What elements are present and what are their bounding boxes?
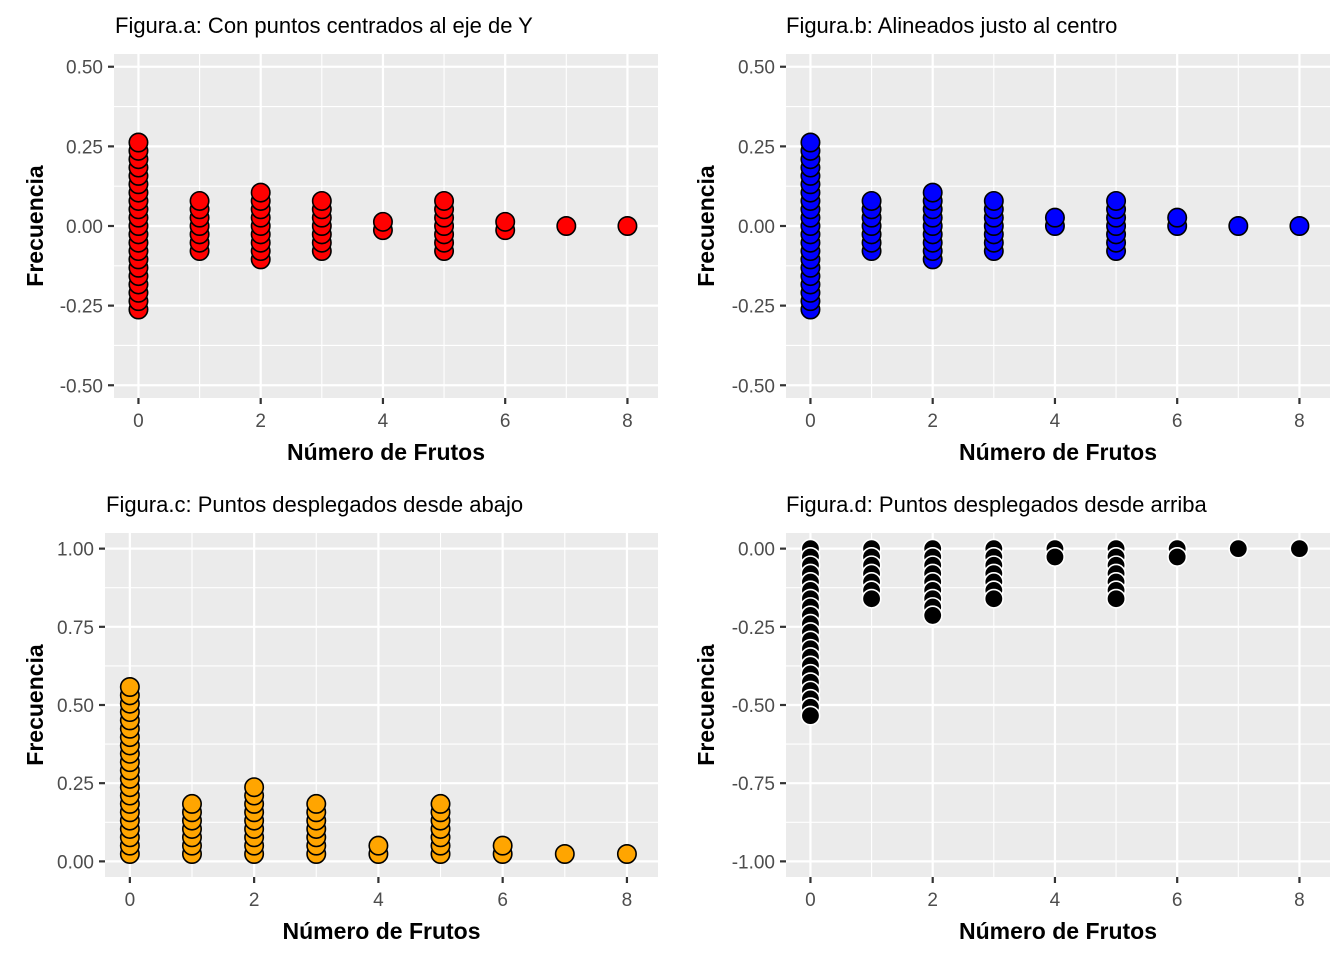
data-point bbox=[1106, 190, 1127, 211]
x-axis-title: Número de Frutos bbox=[287, 439, 485, 465]
y-tick-label: 0.50 bbox=[66, 58, 103, 79]
y-tick-label: 0.25 bbox=[57, 774, 94, 795]
data-point bbox=[430, 793, 451, 814]
data-point bbox=[1228, 216, 1249, 237]
plot-title: Figura.c: Puntos desplegados desde abajo bbox=[106, 492, 523, 517]
y-tick-label: -0.75 bbox=[732, 774, 775, 795]
data-point bbox=[434, 190, 455, 211]
x-tick-label: 0 bbox=[133, 411, 144, 432]
data-point bbox=[556, 216, 577, 237]
x-tick-label: 6 bbox=[497, 890, 508, 911]
data-point bbox=[800, 705, 821, 726]
y-tick-label: -0.25 bbox=[60, 297, 103, 318]
x-tick-label: 4 bbox=[1050, 411, 1061, 432]
x-tick-label: 2 bbox=[255, 411, 266, 432]
panel-a: -0.50 -0.25 0.00 0.25 0.50 0 2 4 6 8 Número de Fru… bbox=[22, 13, 658, 465]
x-tick-label: 8 bbox=[622, 411, 633, 432]
x-tick-label: 2 bbox=[927, 890, 938, 911]
y-tick-label: -0.50 bbox=[60, 376, 103, 397]
data-point bbox=[119, 676, 140, 697]
x-tick-label: 4 bbox=[1050, 890, 1061, 911]
x-tick-label: 6 bbox=[500, 411, 511, 432]
data-point bbox=[368, 835, 389, 856]
data-point bbox=[372, 211, 393, 232]
x-tick-label: 2 bbox=[927, 411, 938, 432]
x-tick-label: 2 bbox=[249, 890, 260, 911]
plot-title: Figura.b: Alineados justo al centro bbox=[786, 13, 1117, 38]
data-point bbox=[250, 182, 271, 203]
data-point bbox=[128, 132, 149, 153]
x-tick-label: 4 bbox=[378, 411, 389, 432]
x-axis-title: Número de Frutos bbox=[959, 918, 1157, 944]
data-point bbox=[1044, 546, 1065, 567]
data-point bbox=[189, 190, 210, 211]
data-point bbox=[181, 793, 202, 814]
y-tick-label: 0.00 bbox=[738, 217, 775, 238]
dot-layer bbox=[800, 132, 1310, 320]
y-tick-label: -0.50 bbox=[732, 696, 775, 717]
x-tick-label: 8 bbox=[1294, 411, 1305, 432]
y-axis-title: Frecuencia bbox=[693, 165, 719, 287]
x-tick-label: 6 bbox=[1172, 890, 1183, 911]
y-axis-title: Frecuencia bbox=[693, 644, 719, 766]
data-point bbox=[1167, 546, 1188, 567]
y-tick-label: 0.00 bbox=[738, 540, 775, 561]
y-tick-label: -0.25 bbox=[732, 618, 775, 639]
y-tick-label: 0.50 bbox=[57, 696, 94, 717]
x-axis-title: Número de Frutos bbox=[282, 918, 480, 944]
y-tick-label: -0.25 bbox=[732, 297, 775, 318]
y-tick-label: 0.25 bbox=[66, 137, 103, 158]
panel-c: 0.00 0.25 0.50 0.75 1.00 0 2 4 6 8 Número de Fruto… bbox=[22, 492, 658, 944]
dot-layer bbox=[119, 676, 637, 864]
data-point bbox=[861, 190, 882, 211]
data-point bbox=[616, 843, 637, 864]
data-point bbox=[311, 190, 332, 211]
data-point bbox=[1289, 538, 1310, 559]
data-point bbox=[492, 835, 513, 856]
data-point bbox=[554, 843, 575, 864]
y-tick-label: 1.00 bbox=[57, 540, 94, 561]
y-tick-label: 0.25 bbox=[738, 137, 775, 158]
y-tick-label: 0.00 bbox=[66, 217, 103, 238]
data-point bbox=[922, 605, 943, 626]
y-axis-title: Frecuencia bbox=[22, 165, 48, 287]
data-point bbox=[1106, 588, 1127, 609]
y-tick-label: 0.75 bbox=[57, 618, 94, 639]
x-axis-title: Número de Frutos bbox=[959, 439, 1157, 465]
x-tick-label: 0 bbox=[805, 411, 816, 432]
x-tick-label: 6 bbox=[1172, 411, 1183, 432]
x-tick-label: 0 bbox=[125, 890, 136, 911]
y-axis-title: Frecuencia bbox=[22, 644, 48, 766]
data-point bbox=[495, 211, 516, 232]
data-point bbox=[1044, 207, 1065, 228]
data-point bbox=[306, 793, 327, 814]
panel-b: -0.50 -0.25 0.00 0.25 0.50 0 2 4 6 8 Número de Fru… bbox=[693, 13, 1330, 465]
data-point bbox=[244, 777, 265, 798]
y-tick-label: 0.00 bbox=[57, 852, 94, 873]
data-point bbox=[1228, 538, 1249, 559]
x-tick-label: 8 bbox=[1294, 890, 1305, 911]
dot-layer bbox=[128, 132, 638, 320]
dot-layer bbox=[800, 538, 1310, 726]
y-tick-label: 0.50 bbox=[738, 58, 775, 79]
data-point bbox=[861, 588, 882, 609]
data-point bbox=[1167, 207, 1188, 228]
panel-d: -1.00 -0.75 -0.50 -0.25 0.00 0 2 4 6 8 Número de F… bbox=[693, 492, 1330, 944]
x-tick-label: 0 bbox=[805, 890, 816, 911]
plot-title: Figura.a: Con puntos centrados al eje de… bbox=[115, 13, 533, 38]
data-point bbox=[983, 588, 1004, 609]
data-point bbox=[617, 216, 638, 237]
data-point bbox=[800, 132, 821, 153]
y-tick-label: -1.00 bbox=[732, 852, 775, 873]
x-tick-label: 4 bbox=[373, 890, 384, 911]
data-point bbox=[922, 182, 943, 203]
plot-title: Figura.d: Puntos desplegados desde arrib… bbox=[786, 492, 1207, 517]
data-point bbox=[1289, 216, 1310, 237]
x-tick-label: 8 bbox=[622, 890, 633, 911]
data-point bbox=[983, 190, 1004, 211]
y-tick-label: -0.50 bbox=[732, 376, 775, 397]
